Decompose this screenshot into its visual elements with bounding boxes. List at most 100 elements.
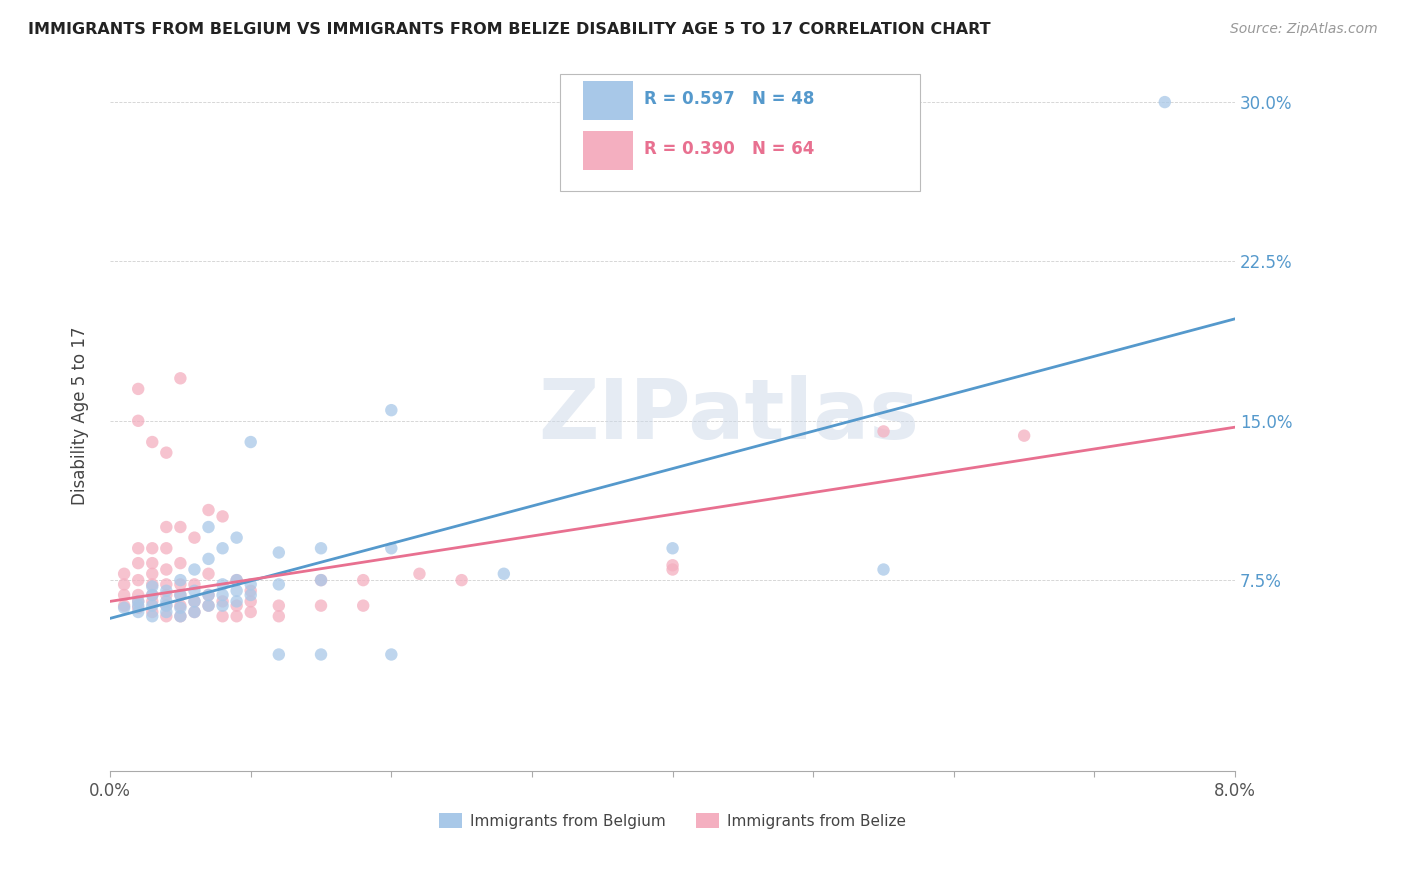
Point [197, 566, 219, 581]
Point [155, 605, 177, 619]
Point [127, 541, 149, 556]
Point [169, 599, 191, 613]
Point [309, 541, 332, 556]
Point [155, 541, 177, 556]
Point [183, 605, 205, 619]
Point [661, 562, 683, 576]
Point [127, 573, 149, 587]
Point [169, 577, 191, 591]
Point [197, 552, 219, 566]
Point [169, 600, 191, 615]
Point [127, 600, 149, 615]
Point [267, 609, 290, 624]
Point [211, 577, 233, 591]
Point [155, 520, 177, 534]
Point [127, 599, 149, 613]
Point [155, 577, 177, 591]
Point [127, 594, 149, 608]
Point [155, 599, 177, 613]
Point [169, 573, 191, 587]
Point [872, 562, 894, 576]
Point [197, 599, 219, 613]
Point [492, 566, 515, 581]
Text: R = 0.390   N = 64: R = 0.390 N = 64 [644, 139, 815, 158]
Point [141, 605, 163, 619]
Point [127, 605, 149, 619]
Point [155, 588, 177, 602]
Point [267, 648, 290, 662]
Point [309, 648, 332, 662]
Y-axis label: Disability Age 5 to 17: Disability Age 5 to 17 [72, 326, 89, 505]
Point [155, 445, 177, 459]
Point [141, 588, 163, 602]
Point [112, 599, 135, 613]
Point [127, 414, 149, 428]
Point [239, 588, 262, 602]
Point [183, 583, 205, 598]
Point [352, 599, 374, 613]
Point [183, 594, 205, 608]
Point [183, 562, 205, 576]
Point [661, 541, 683, 556]
Point [211, 609, 233, 624]
Point [267, 577, 290, 591]
Point [141, 588, 163, 602]
Point [141, 609, 163, 624]
Point [352, 573, 374, 587]
Point [183, 594, 205, 608]
Point [211, 509, 233, 524]
Text: ZIPatlas: ZIPatlas [538, 375, 920, 456]
Point [239, 435, 262, 450]
Text: Source: ZipAtlas.com: Source: ZipAtlas.com [1230, 22, 1378, 37]
Point [141, 566, 163, 581]
Point [1153, 95, 1175, 109]
Point [127, 556, 149, 570]
Point [197, 503, 219, 517]
Point [169, 588, 191, 602]
Point [225, 531, 247, 545]
Point [141, 556, 163, 570]
Point [112, 577, 135, 591]
Point [225, 609, 247, 624]
Point [872, 425, 894, 439]
Point [380, 648, 402, 662]
Point [211, 541, 233, 556]
Point [155, 594, 177, 608]
Point [127, 594, 149, 608]
Point [155, 583, 177, 598]
Text: IMMIGRANTS FROM BELGIUM VS IMMIGRANTS FROM BELIZE DISABILITY AGE 5 TO 17 CORRELA: IMMIGRANTS FROM BELGIUM VS IMMIGRANTS FR… [28, 22, 991, 37]
Point [380, 541, 402, 556]
Point [169, 520, 191, 534]
Point [225, 583, 247, 598]
Point [211, 594, 233, 608]
Point [112, 588, 135, 602]
Point [141, 594, 163, 608]
Point [309, 573, 332, 587]
Point [225, 573, 247, 587]
Point [112, 566, 135, 581]
Point [141, 435, 163, 450]
Point [183, 531, 205, 545]
Point [408, 566, 430, 581]
Point [239, 594, 262, 608]
FancyBboxPatch shape [582, 131, 633, 169]
Point [169, 371, 191, 385]
Text: R = 0.597   N = 48: R = 0.597 N = 48 [644, 90, 815, 108]
Point [197, 588, 219, 602]
Point [211, 599, 233, 613]
Point [197, 588, 219, 602]
Point [309, 573, 332, 587]
Point [155, 599, 177, 613]
Point [225, 594, 247, 608]
Point [309, 599, 332, 613]
Point [225, 573, 247, 587]
Point [197, 599, 219, 613]
Point [267, 545, 290, 559]
Point [450, 573, 472, 587]
Point [197, 520, 219, 534]
Point [183, 577, 205, 591]
Point [267, 599, 290, 613]
Point [169, 588, 191, 602]
Point [239, 577, 262, 591]
Point [141, 580, 163, 594]
